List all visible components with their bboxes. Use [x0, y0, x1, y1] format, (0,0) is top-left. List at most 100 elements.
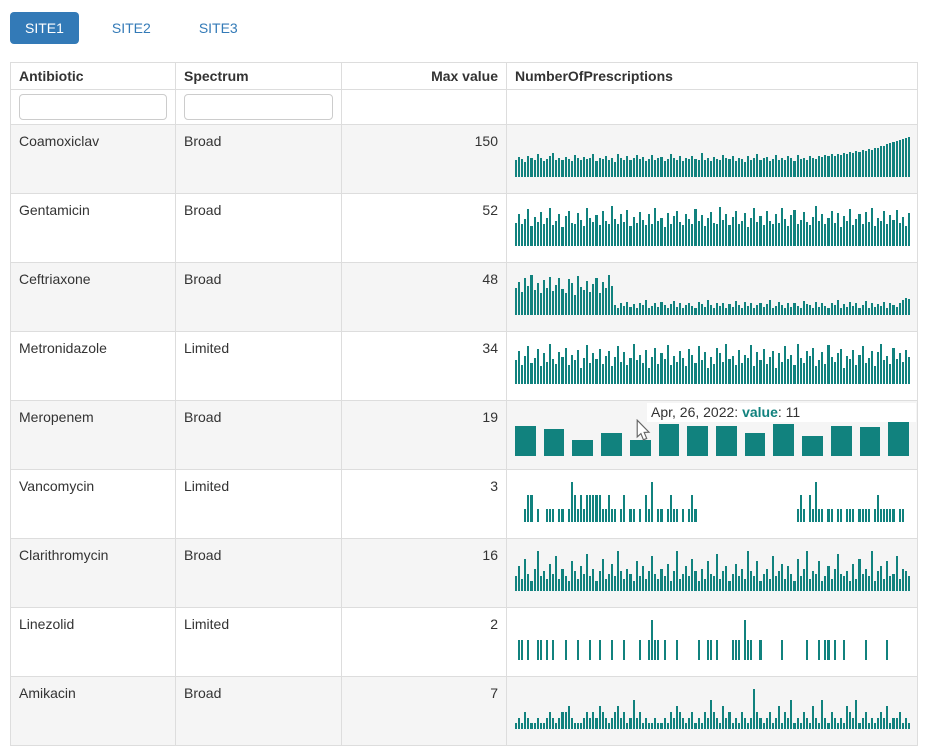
- sparkline-bar[interactable]: [805, 222, 808, 246]
- sparkline-bar[interactable]: [812, 571, 815, 591]
- sparkline-bar[interactable]: [545, 717, 549, 729]
- sparkline-bar[interactable]: [583, 508, 586, 522]
- sparkline-bar[interactable]: [870, 302, 873, 315]
- sparkline-bar[interactable]: [762, 573, 765, 591]
- sparkline-bar[interactable]: [515, 723, 518, 729]
- sparkline-bar[interactable]: [666, 212, 669, 246]
- sparkline-bar[interactable]: [799, 358, 802, 384]
- sparkline-bar[interactable]: [787, 226, 790, 246]
- sparkline-bar[interactable]: [833, 305, 836, 315]
- sparkline-bar[interactable]: [666, 563, 669, 591]
- sparkline-bar[interactable]: [533, 358, 536, 384]
- sparkline-bar[interactable]: [583, 156, 586, 177]
- sparkline-bar[interactable]: [880, 508, 883, 522]
- sparkline-bar[interactable]: [589, 717, 592, 729]
- sparkline-bar[interactable]: [536, 717, 539, 729]
- sparkline-bar[interactable]: [694, 723, 697, 729]
- sparkline-bar[interactable]: [635, 717, 638, 729]
- sparkline-bar[interactable]: [781, 640, 784, 660]
- sparkline-bar[interactable]: [685, 213, 688, 246]
- sparkline-bar[interactable]: [737, 305, 740, 315]
- sparkline-bar[interactable]: [756, 561, 759, 591]
- sparkline-bar[interactable]: [635, 561, 638, 591]
- sparkline-bar[interactable]: [657, 578, 660, 591]
- sparkline-bar[interactable]: [883, 508, 886, 522]
- sparkline-bar[interactable]: [719, 578, 722, 591]
- sparkline-bar[interactable]: [753, 576, 756, 591]
- sparkline-bar[interactable]: [889, 723, 892, 729]
- sparkline-bar[interactable]: [728, 711, 731, 729]
- sparkline-bar[interactable]: [743, 578, 747, 591]
- sparkline-bar[interactable]: [573, 571, 576, 591]
- sparkline-bar[interactable]: [521, 578, 524, 591]
- sparkline-bar[interactable]: [579, 495, 583, 522]
- sparkline-bar[interactable]: [824, 305, 827, 315]
- sparkline-bar[interactable]: [638, 640, 641, 660]
- sparkline-bar[interactable]: [737, 157, 740, 177]
- sparkline-bar[interactable]: [846, 706, 849, 729]
- sparkline-bar[interactable]: [719, 206, 722, 246]
- sparkline-bar[interactable]: [728, 359, 731, 384]
- sparkline-bar[interactable]: [907, 212, 910, 246]
- sparkline-bar[interactable]: [836, 723, 839, 729]
- sparkline-bar[interactable]: [861, 150, 864, 177]
- sparkline-bar[interactable]: [821, 214, 824, 246]
- sparkline-bar[interactable]: [777, 353, 781, 384]
- sparkline-bar[interactable]: [706, 717, 709, 729]
- sparkline-bar[interactable]: [725, 308, 728, 315]
- sparkline-bar[interactable]: [675, 508, 678, 522]
- sparkline-bar[interactable]: [728, 304, 731, 315]
- sparkline-bar[interactable]: [864, 300, 867, 315]
- sparkline-bar[interactable]: [669, 304, 672, 315]
- sparkline-bar[interactable]: [691, 495, 694, 522]
- sparkline-bar[interactable]: [685, 305, 688, 315]
- sparkline-bar[interactable]: [552, 717, 555, 729]
- sparkline-bar[interactable]: [623, 159, 626, 177]
- sparkline-bar[interactable]: [682, 358, 685, 384]
- sparkline-bar[interactable]: [648, 723, 651, 729]
- sparkline-bar[interactable]: [747, 358, 750, 384]
- sparkline-bar[interactable]: [567, 581, 570, 591]
- sparkline-bar[interactable]: [864, 508, 867, 522]
- sparkline-bar[interactable]: [688, 717, 691, 729]
- sparkline-bar[interactable]: [759, 581, 762, 591]
- sparkline-bar[interactable]: [812, 508, 815, 522]
- sparkline-bar[interactable]: [713, 157, 716, 177]
- sparkline-bar[interactable]: [682, 573, 685, 591]
- sparkline-bar[interactable]: [641, 362, 644, 384]
- sparkline-chart[interactable]: [515, 344, 910, 384]
- sparkline-bar[interactable]: [518, 157, 521, 177]
- sparkline-bar[interactable]: [530, 158, 533, 177]
- sparkline-bar[interactable]: [793, 581, 796, 591]
- sparkline-bar[interactable]: [589, 217, 592, 246]
- sparkline-bar[interactable]: [768, 300, 771, 315]
- sparkline-bar[interactable]: [827, 508, 830, 522]
- sparkline-bar[interactable]: [663, 717, 666, 729]
- sparkline-bar[interactable]: [870, 149, 873, 177]
- sparkline-bar[interactable]: [592, 353, 595, 384]
- sparkline-bar[interactable]: [592, 284, 595, 315]
- sparkline-bar[interactable]: [740, 711, 743, 729]
- sparkline-bar[interactable]: [700, 723, 703, 729]
- sparkline-bar[interactable]: [889, 303, 892, 315]
- sparkline-bar[interactable]: [669, 711, 672, 729]
- sparkline-bar[interactable]: [836, 508, 839, 522]
- sparkline-bar[interactable]: [552, 359, 555, 384]
- sparkline-bar[interactable]: [706, 367, 709, 384]
- sparkline-bar[interactable]: [855, 365, 858, 384]
- sparkline-bar[interactable]: [762, 225, 765, 246]
- sparkline-bar[interactable]: [524, 711, 527, 729]
- sparkline-bar[interactable]: [552, 153, 555, 177]
- sparkline-bar[interactable]: [579, 367, 583, 384]
- sparkline-bar[interactable]: [873, 226, 876, 246]
- sparkline-bar[interactable]: [756, 305, 759, 315]
- sparkline-bar[interactable]: [808, 156, 811, 177]
- sparkline-bar[interactable]: [802, 568, 805, 591]
- sparkline-bar[interactable]: [716, 224, 719, 246]
- sparkline-bar[interactable]: [555, 220, 558, 246]
- sparkline-bar[interactable]: [876, 571, 880, 591]
- sparkline-bar[interactable]: [657, 306, 660, 315]
- sparkline-bar[interactable]: [617, 153, 620, 177]
- sparkline-bar[interactable]: [552, 573, 555, 591]
- sparkline-bar[interactable]: [846, 221, 849, 246]
